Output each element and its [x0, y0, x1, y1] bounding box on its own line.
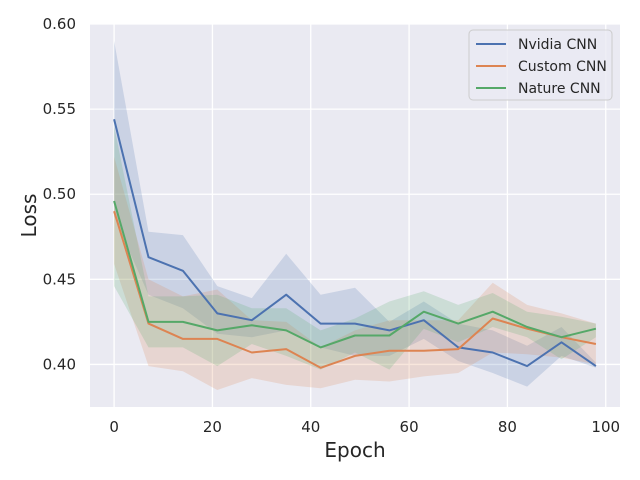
x-tick-label: 60 [400, 418, 419, 436]
x-tick-label: 40 [301, 418, 320, 436]
x-tick-label: 80 [498, 418, 517, 436]
x-tick-label: 20 [203, 418, 222, 436]
y-axis-label: Loss [17, 194, 41, 238]
legend-label: Custom CNN [518, 59, 607, 75]
x-axis-label: Epoch [324, 438, 385, 462]
series-lines [113, 119, 597, 369]
x-tick-label: 100 [591, 418, 620, 436]
series-line-nvidia-cnn [113, 119, 597, 368]
y-tick-label: 0.60 [43, 15, 76, 33]
confidence-bands [114, 41, 596, 390]
confidence-band-nature-cnn [114, 126, 596, 370]
y-tick-label: 0.45 [43, 270, 76, 288]
y-axis-ticks: 0.40 0.45 0.50 0.55 0.60 [43, 15, 76, 373]
y-tick-label: 0.50 [43, 185, 76, 203]
y-tick-label: 0.40 [43, 355, 76, 373]
confidence-band-custom-cnn [114, 156, 596, 390]
legend-box [468, 29, 613, 101]
confidence-band-nvidia-cnn [114, 41, 596, 387]
grid [90, 23, 620, 407]
legend: Nvidia CNN Custom CNN Nature CNN [468, 29, 613, 101]
series-line-nature-cnn [113, 200, 597, 349]
legend-label: Nvidia CNN [518, 37, 597, 53]
y-tick-label: 0.55 [43, 100, 76, 118]
x-tick-label: 0 [109, 418, 119, 436]
series-line-custom-cnn [113, 210, 597, 369]
legend-label: Nature CNN [518, 81, 601, 97]
x-axis-ticks: 0 20 40 60 80 100 [109, 418, 620, 436]
